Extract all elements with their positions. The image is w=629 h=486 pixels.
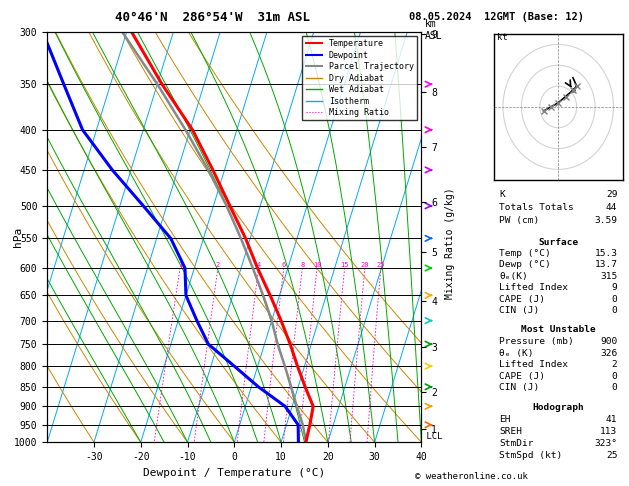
Text: θₑ(K): θₑ(K) — [499, 272, 528, 281]
Text: CIN (J): CIN (J) — [499, 383, 539, 392]
Text: SREH: SREH — [499, 427, 522, 436]
Text: 0: 0 — [612, 372, 618, 381]
Text: StmSpd (kt): StmSpd (kt) — [499, 451, 562, 460]
Text: 3.59: 3.59 — [594, 216, 618, 226]
X-axis label: Dewpoint / Temperature (°C): Dewpoint / Temperature (°C) — [143, 468, 325, 478]
Text: km
ASL: km ASL — [425, 19, 442, 41]
Text: Lifted Index: Lifted Index — [499, 283, 568, 292]
Text: 15: 15 — [340, 262, 349, 268]
Text: hPa: hPa — [13, 227, 23, 247]
Text: © weatheronline.co.uk: © weatheronline.co.uk — [415, 472, 528, 481]
Text: CAPE (J): CAPE (J) — [499, 372, 545, 381]
Text: 40°46'N  286°54'W  31m ASL: 40°46'N 286°54'W 31m ASL — [114, 11, 310, 23]
Text: 20: 20 — [360, 262, 369, 268]
Text: 9: 9 — [612, 283, 618, 292]
Text: CIN (J): CIN (J) — [499, 306, 539, 315]
Text: 2: 2 — [612, 360, 618, 369]
Text: StmDir: StmDir — [499, 439, 533, 448]
Text: 315: 315 — [600, 272, 618, 281]
Text: 29: 29 — [606, 190, 618, 199]
Text: 1: 1 — [178, 262, 182, 268]
Text: 25: 25 — [606, 451, 618, 460]
Text: 13.7: 13.7 — [594, 260, 618, 270]
Text: 6: 6 — [282, 262, 286, 268]
Text: Totals Totals: Totals Totals — [499, 203, 574, 212]
Text: Temp (°C): Temp (°C) — [499, 249, 550, 258]
Text: 113: 113 — [600, 427, 618, 436]
Legend: Temperature, Dewpoint, Parcel Trajectory, Dry Adiabat, Wet Adiabat, Isotherm, Mi: Temperature, Dewpoint, Parcel Trajectory… — [303, 36, 417, 121]
Text: Surface: Surface — [538, 238, 578, 247]
Text: 15.3: 15.3 — [594, 249, 618, 258]
Text: 41: 41 — [606, 415, 618, 424]
Text: CAPE (J): CAPE (J) — [499, 295, 545, 304]
Text: θₑ (K): θₑ (K) — [499, 348, 533, 358]
Text: Dewp (°C): Dewp (°C) — [499, 260, 550, 270]
Text: LCL: LCL — [421, 432, 443, 441]
Text: K: K — [499, 190, 504, 199]
Text: 8: 8 — [300, 262, 304, 268]
Text: 44: 44 — [606, 203, 618, 212]
Text: PW (cm): PW (cm) — [499, 216, 539, 226]
Text: Lifted Index: Lifted Index — [499, 360, 568, 369]
Text: 4: 4 — [257, 262, 261, 268]
Text: 326: 326 — [600, 348, 618, 358]
Text: Most Unstable: Most Unstable — [521, 326, 596, 334]
Text: 25: 25 — [377, 262, 385, 268]
Text: 323°: 323° — [594, 439, 618, 448]
Text: 0: 0 — [612, 383, 618, 392]
Text: Pressure (mb): Pressure (mb) — [499, 337, 574, 346]
Text: Mixing Ratio (g/kg): Mixing Ratio (g/kg) — [445, 187, 455, 299]
Text: 0: 0 — [612, 295, 618, 304]
Text: Hodograph: Hodograph — [532, 403, 584, 412]
Text: 10: 10 — [313, 262, 321, 268]
Text: 900: 900 — [600, 337, 618, 346]
Text: 0: 0 — [612, 306, 618, 315]
Text: EH: EH — [499, 415, 510, 424]
Text: 2: 2 — [216, 262, 220, 268]
Text: 08.05.2024  12GMT (Base: 12): 08.05.2024 12GMT (Base: 12) — [409, 12, 584, 22]
Text: kt: kt — [498, 33, 508, 42]
